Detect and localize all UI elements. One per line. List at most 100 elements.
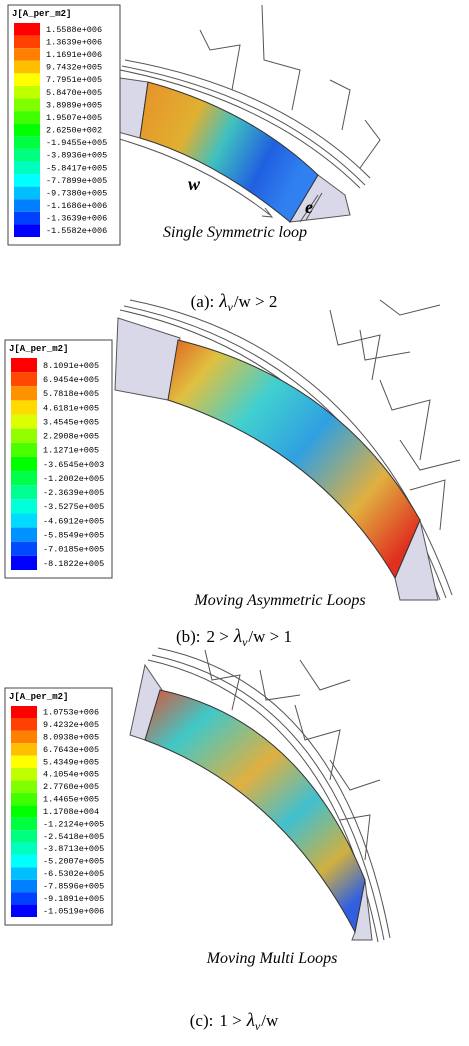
legend-value: 2.2908e+005 xyxy=(43,432,99,442)
legend-value: 5.4349e+005 xyxy=(43,757,99,767)
legend-value: 4.1054e+005 xyxy=(43,770,99,780)
panel-label: Moving Asymmetric Loops xyxy=(193,592,365,609)
legend-swatch xyxy=(14,199,40,212)
legend-swatch xyxy=(14,48,40,61)
caption-subscript: v xyxy=(242,635,248,649)
legend-swatch xyxy=(14,136,40,149)
legend-swatch xyxy=(11,456,37,472)
legend-swatch xyxy=(11,706,37,719)
legend-swatch xyxy=(11,414,37,429)
legend-title: J[A_per_m2] xyxy=(12,9,71,19)
legend-value: 8.1091e+005 xyxy=(43,361,99,371)
legend-value: -1.9455e+005 xyxy=(46,138,107,148)
caption-text: 1 > xyxy=(219,1011,241,1030)
legend-swatch xyxy=(11,904,37,917)
legend-value: 9.4232e+005 xyxy=(43,720,99,730)
caption: (b): 2 > λv/w > 1 xyxy=(176,626,292,649)
legend-value: -4.6912e+005 xyxy=(43,516,104,526)
legend-value: -1.3639e+006 xyxy=(46,214,107,224)
legend-value: -2.3639e+005 xyxy=(43,488,104,498)
legend-value: 6.7643e+005 xyxy=(43,745,99,755)
legend-swatch xyxy=(14,23,40,36)
legend-swatch xyxy=(11,485,37,500)
caption-text: /w > 1 xyxy=(248,627,292,646)
caption-symbol: λ xyxy=(218,291,227,312)
legend-swatch xyxy=(11,358,37,373)
legend-value: 7.7951e+005 xyxy=(46,75,102,85)
legend-value: 3.8989e+005 xyxy=(46,100,102,110)
legend-value: 5.7818e+005 xyxy=(43,389,99,399)
legend-value: -7.7899e+005 xyxy=(46,176,107,186)
legend-swatch xyxy=(11,386,37,401)
legend-value: -1.1686e+006 xyxy=(46,201,107,211)
legend-swatch xyxy=(14,73,40,86)
legend-swatch xyxy=(11,718,37,731)
legend-value: -5.8417e+005 xyxy=(46,163,107,173)
legend-swatch xyxy=(11,892,37,905)
legend-value: 1.9507e+005 xyxy=(46,113,102,123)
legend-value: 4.6181e+005 xyxy=(43,403,99,413)
legend-swatch xyxy=(11,730,37,744)
caption-symbol: λ xyxy=(233,626,242,647)
legend-swatch xyxy=(11,854,37,868)
legend-value: 3.4545e+005 xyxy=(43,417,99,427)
caption-tag: (c): xyxy=(190,1011,214,1030)
legend-value: -1.5582e+006 xyxy=(46,226,107,236)
legend-swatch xyxy=(11,867,37,880)
legend-swatch xyxy=(11,527,37,542)
legend-swatch xyxy=(11,792,37,806)
legend-value: -1.2124e+005 xyxy=(43,819,104,829)
legend-value: -9.7380e+005 xyxy=(46,188,107,198)
legend-swatch xyxy=(14,174,40,187)
legend-swatch xyxy=(14,85,40,99)
caption-subscript: v xyxy=(255,1019,261,1033)
legend-swatch xyxy=(14,211,40,225)
legend-swatch xyxy=(14,224,40,237)
legend-swatch xyxy=(11,400,37,415)
legend-swatch xyxy=(14,161,40,175)
legend-value: -3.6545e+003 xyxy=(43,460,104,470)
legend-value: 2.7760e+005 xyxy=(43,782,99,792)
legend-value: 1.1271e+005 xyxy=(43,446,99,456)
legend-swatch xyxy=(14,148,40,162)
caption: (c): 1 > λv/w xyxy=(190,1010,279,1033)
panel-label: Single Symmetric loop xyxy=(163,224,307,241)
caption-text: /w > 2 xyxy=(234,292,278,311)
legend-swatch xyxy=(14,123,40,137)
legend-swatch xyxy=(11,743,37,756)
legend-swatch xyxy=(11,879,37,893)
geometry-c xyxy=(129,647,391,943)
legend-swatch xyxy=(14,186,40,200)
legend-swatch xyxy=(14,60,40,74)
legend-value: -3.8713e+005 xyxy=(43,844,104,854)
legend-swatch xyxy=(11,817,37,831)
legend-swatch xyxy=(11,442,37,457)
legend-swatch xyxy=(11,842,37,855)
legend-title: J[A_per_m2] xyxy=(9,692,68,702)
legend-value: -6.5302e+005 xyxy=(43,869,104,879)
geometry-a xyxy=(103,4,381,223)
legend-value: -7.8596e+005 xyxy=(43,881,104,891)
legend-value: 1.1691e+006 xyxy=(46,50,102,60)
legend-value: -1.2002e+005 xyxy=(43,474,104,484)
legend-value: -3.8936e+005 xyxy=(46,151,107,161)
caption-tag: (b): xyxy=(176,627,201,646)
legend-value: 1.5588e+006 xyxy=(46,25,102,35)
legend-swatch xyxy=(11,805,37,818)
legend-value: 6.9454e+005 xyxy=(43,375,99,385)
legend-value: -7.0185e+005 xyxy=(43,545,104,555)
legend-value: 5.8470e+005 xyxy=(46,88,102,98)
legend-value: 1.0753e+006 xyxy=(43,708,99,718)
legend-value: -9.1891e+005 xyxy=(43,894,104,904)
legend-title: J[A_per_m2] xyxy=(9,344,68,354)
caption-subscript: v xyxy=(227,300,233,314)
legend-swatch xyxy=(11,768,37,781)
annotation: w xyxy=(188,174,201,194)
legend-swatch xyxy=(14,111,40,124)
legend-swatch xyxy=(11,499,37,514)
legend-swatch xyxy=(11,471,37,486)
legend-value: -5.8549e+005 xyxy=(43,530,104,540)
legend-value: -1.0519e+006 xyxy=(43,906,104,916)
legend-value: -3.5275e+005 xyxy=(43,502,104,512)
panel-label: Moving Multi Loops xyxy=(206,950,338,967)
